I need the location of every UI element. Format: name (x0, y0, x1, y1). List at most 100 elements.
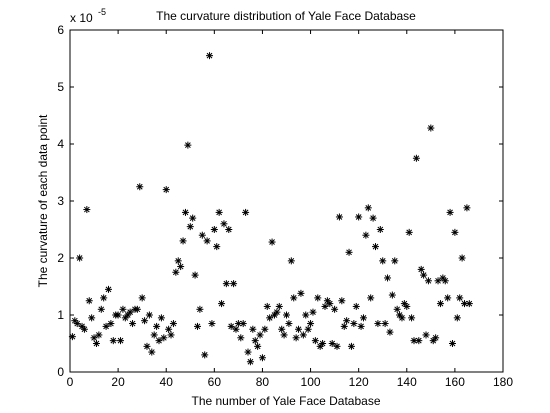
scatter-point (304, 325, 312, 333)
scatter-point (109, 337, 117, 345)
marker-stroke (413, 155, 420, 162)
scatter-point (299, 331, 307, 339)
marker-stroke (264, 303, 271, 310)
scatter-point (201, 351, 209, 359)
x-tick-label: 120 (349, 375, 369, 389)
marker-stroke (96, 332, 102, 338)
marker-stroke (387, 329, 393, 335)
marker-stroke (408, 314, 415, 321)
marker-stroke (437, 300, 444, 307)
marker-stroke (348, 343, 355, 350)
scatter-point (388, 291, 396, 299)
scatter-point (270, 311, 278, 319)
marker-stroke (165, 326, 172, 333)
scatter-point (295, 325, 303, 333)
scatter-point (427, 124, 435, 132)
marker-stroke (213, 243, 220, 250)
scatter-point (258, 354, 266, 362)
marker-stroke (360, 314, 367, 321)
marker-stroke (454, 314, 461, 321)
marker-stroke (452, 229, 458, 236)
scatter-point (143, 342, 151, 350)
scatter-point (230, 280, 238, 288)
scatter-point (68, 333, 76, 341)
scatter-point (145, 311, 153, 319)
scatter-point (126, 308, 134, 316)
scatter-point (309, 308, 317, 316)
marker-stroke (269, 239, 275, 245)
marker-stroke (91, 334, 97, 341)
marker-stroke (108, 320, 114, 327)
marker-stroke (194, 323, 201, 330)
scatter-point (275, 302, 283, 310)
scatter-point (343, 317, 351, 325)
scatter-point (434, 277, 442, 285)
scatter-point (148, 348, 156, 356)
x-tick-label: 20 (111, 375, 125, 389)
marker-stroke (396, 312, 403, 318)
scatter-point (107, 320, 115, 328)
scatter-point (367, 294, 375, 302)
marker-stroke (379, 257, 386, 264)
marker-stroke (444, 295, 451, 301)
scatter-point (386, 328, 394, 336)
marker-stroke (134, 306, 141, 313)
y-tick-label: 0 (57, 365, 64, 379)
scatter-point (174, 257, 182, 265)
marker-stroke (228, 323, 235, 330)
marker-stroke (83, 206, 90, 213)
marker-stroke (466, 300, 473, 307)
scatter-point (138, 294, 146, 302)
marker-stroke (375, 320, 381, 327)
marker-stroke (355, 214, 362, 220)
scatter-point (321, 302, 329, 310)
scatter-point (225, 226, 233, 233)
scatter-point (456, 294, 464, 302)
scatter-point (206, 52, 214, 60)
scatter-point (263, 302, 271, 310)
marker-stroke (293, 334, 299, 341)
marker-stroke (459, 255, 465, 261)
marker-stroke (249, 326, 256, 333)
x-tick-label: 60 (208, 375, 222, 389)
scatter-point (287, 257, 295, 265)
marker-stroke (254, 343, 261, 350)
marker-stroke (384, 275, 391, 281)
scatter-point (420, 271, 428, 279)
x-axis-label: The number of Yale Face Database (192, 394, 381, 408)
scatter-point (285, 320, 293, 328)
scatter-point (76, 254, 84, 262)
marker-stroke (148, 349, 155, 355)
marker-stroke (86, 297, 93, 304)
scatter-point (331, 305, 339, 313)
scatter-point (432, 334, 440, 342)
marker-stroke (312, 337, 319, 344)
scatter-point (167, 331, 175, 339)
scatter-point (150, 331, 158, 339)
marker-stroke (370, 215, 376, 221)
marker-stroke (175, 257, 182, 264)
scatter-point (273, 308, 281, 316)
marker-stroke (425, 277, 432, 284)
scatter-point (179, 237, 187, 245)
scatter-point (355, 213, 363, 221)
scatter-point (256, 331, 264, 339)
scatter-point (129, 320, 137, 328)
marker-stroke (418, 266, 425, 273)
y-tick-label: 1 (57, 308, 64, 322)
marker-stroke (141, 317, 148, 324)
scatter-point (244, 348, 252, 356)
scatter-point (297, 289, 305, 297)
marker-stroke (245, 349, 251, 355)
scatter-point (347, 342, 355, 350)
marker-stroke (211, 226, 218, 233)
marker-stroke (314, 295, 321, 301)
marker-stroke (139, 295, 146, 301)
scatter-point (83, 206, 91, 214)
marker-stroke (158, 314, 165, 321)
marker-stroke (259, 354, 266, 361)
scatter-point (412, 154, 420, 162)
y-tick-label: 4 (57, 137, 64, 151)
scatter-point (208, 320, 216, 328)
